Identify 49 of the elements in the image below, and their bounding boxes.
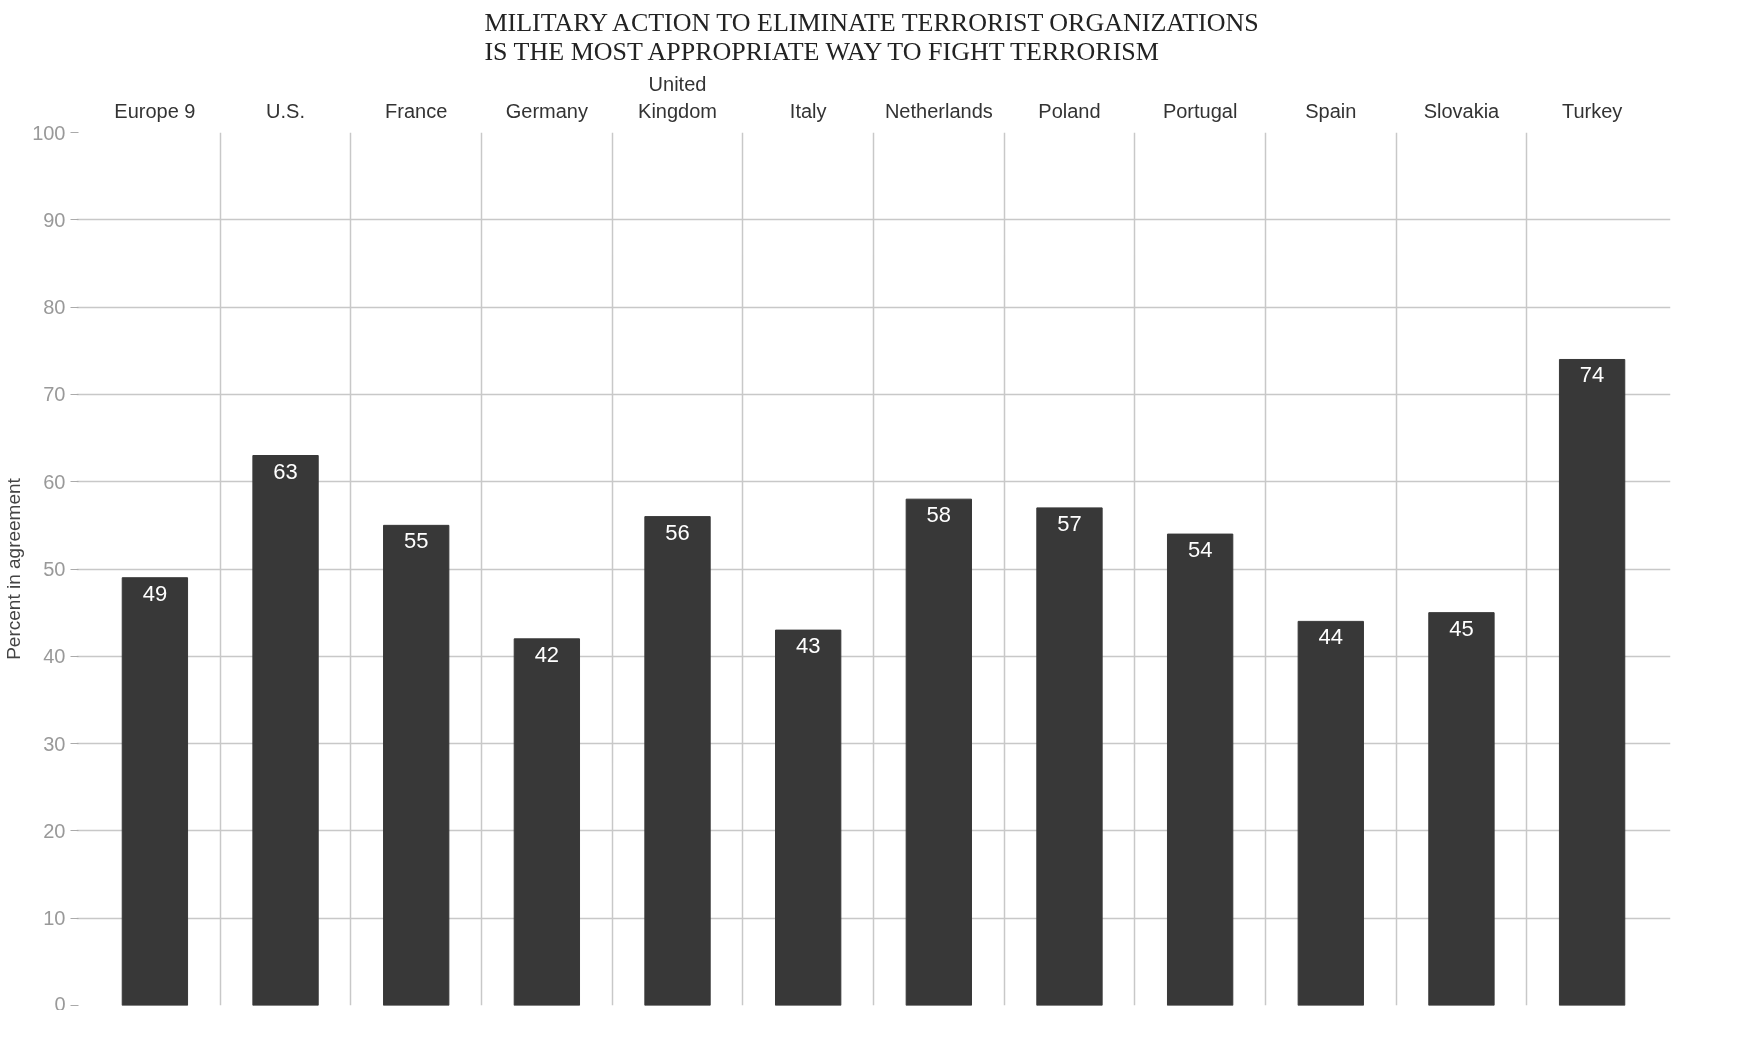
x-tick-label: Europe 9 [114, 99, 196, 122]
x-tick-label: Italy [789, 99, 827, 122]
bar [1558, 358, 1626, 1006]
data-label: 74 [1579, 362, 1605, 388]
bar [513, 638, 581, 1006]
chart-title: MILITARY ACTION TO ELIMINATE TERRORIST ORGANIZATIONS IS THE MOST APPROPRIATE WAY TO FIGHT TERRORISM [484, 7, 1259, 66]
data-label: 58 [926, 502, 952, 528]
bar [1428, 612, 1495, 1006]
x-tick-label: United Kingdom [638, 73, 717, 122]
data-label: 42 [534, 641, 560, 667]
data-label: 57 [1057, 510, 1082, 536]
bar [383, 524, 450, 1006]
bar [644, 516, 711, 1006]
data-label: 55 [403, 528, 429, 554]
bar [775, 629, 842, 1006]
data-label: 56 [665, 519, 690, 545]
bar [1036, 507, 1103, 1006]
y-tick-label: 60 [43, 470, 66, 493]
x-tick-label: Poland [1038, 99, 1101, 122]
x-tick-label: France [385, 99, 448, 122]
data-label: 43 [795, 633, 821, 659]
y-tick-label: 80 [43, 296, 66, 319]
bar [252, 455, 319, 1006]
data-label: 45 [1449, 615, 1474, 641]
x-tick-label: Germany [505, 99, 588, 122]
x-tick-label: Portugal [1162, 99, 1238, 122]
bar [121, 577, 189, 1006]
bar [905, 498, 972, 1006]
y-tick-label: 10 [43, 907, 66, 930]
x-tick-label: U.S. [266, 99, 306, 122]
data-label: 63 [273, 458, 298, 484]
y-tick-label: 50 [43, 558, 66, 580]
data-label: 44 [1318, 624, 1344, 650]
bar [1166, 533, 1234, 1006]
y-tick-label: 30 [43, 732, 66, 755]
y-tick-label: 0 [54, 992, 66, 1015]
y-tick-label: 90 [43, 208, 66, 231]
y-tick-label: 40 [43, 645, 66, 668]
y-tick-label: 20 [43, 819, 66, 842]
y-tick-label: 100 [32, 121, 66, 144]
x-tick-label: Slovakia [1423, 99, 1501, 122]
bar [1297, 620, 1364, 1006]
y-tick-label: 70 [43, 383, 66, 406]
data-label: 49 [142, 580, 168, 606]
data-label: 54 [1187, 537, 1213, 563]
y-axis-title: Percent in agreement [3, 477, 25, 660]
x-tick-label: Spain [1305, 99, 1357, 122]
x-tick-label: Netherlands [884, 99, 993, 122]
x-tick-label: Turkey [1561, 99, 1623, 122]
